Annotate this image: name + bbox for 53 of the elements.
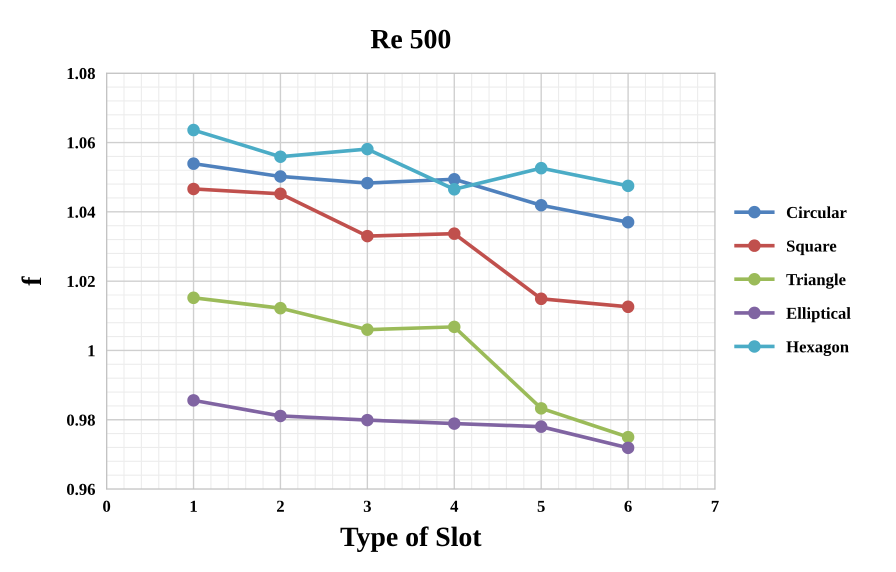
x-axis-title: Type of Slot — [340, 526, 482, 552]
point — [622, 300, 634, 314]
x-tick-label: 7 — [712, 500, 719, 512]
legend-label: Circular — [786, 206, 847, 218]
point — [361, 142, 374, 156]
point — [622, 430, 634, 444]
point — [534, 198, 548, 212]
x-tick-label: 4 — [450, 500, 458, 512]
y-tick-label: 1.06 — [68, 137, 96, 149]
point — [187, 292, 200, 304]
legend-label: Hexagon — [786, 341, 849, 356]
legend-label: Elliptical — [786, 307, 851, 322]
point — [274, 150, 287, 163]
chart-title: Re 500 — [370, 30, 450, 48]
y-tick-label: 1.04 — [68, 206, 96, 218]
point — [274, 188, 287, 200]
x-tick-label: 0 — [103, 500, 110, 512]
point — [361, 176, 374, 190]
point — [534, 292, 548, 306]
point — [187, 124, 200, 136]
legend-label: Square — [786, 240, 836, 256]
legend-label: Triangle — [786, 274, 846, 289]
point — [448, 417, 461, 430]
point — [622, 442, 634, 454]
point — [622, 180, 634, 192]
point — [448, 173, 461, 186]
point — [274, 410, 287, 422]
point — [361, 414, 374, 426]
point — [187, 182, 200, 196]
point — [187, 394, 200, 407]
point — [361, 230, 374, 242]
y-tick-label: 1.08 — [68, 68, 95, 80]
y-tick-label: 1 — [88, 345, 95, 356]
point — [448, 227, 461, 240]
y-tick-label: 1.02 — [68, 276, 95, 288]
point — [534, 162, 548, 174]
point — [448, 183, 461, 196]
x-tick-label: 3 — [364, 500, 371, 512]
point — [448, 320, 461, 334]
point — [187, 157, 200, 170]
point — [534, 420, 548, 433]
x-tick-label: 5 — [538, 500, 545, 512]
point — [534, 402, 548, 415]
x-tick-label: 6 — [624, 500, 632, 512]
point — [622, 216, 634, 228]
y-tick-label: 0.96 — [66, 484, 96, 496]
point — [274, 170, 287, 183]
y-tick-label: 0.98 — [66, 414, 95, 426]
x-tick-label: 1 — [190, 500, 197, 512]
x-tick-label: 2 — [276, 500, 284, 512]
point — [361, 323, 374, 336]
y-axis-title: f — [21, 276, 41, 286]
point — [274, 302, 287, 314]
